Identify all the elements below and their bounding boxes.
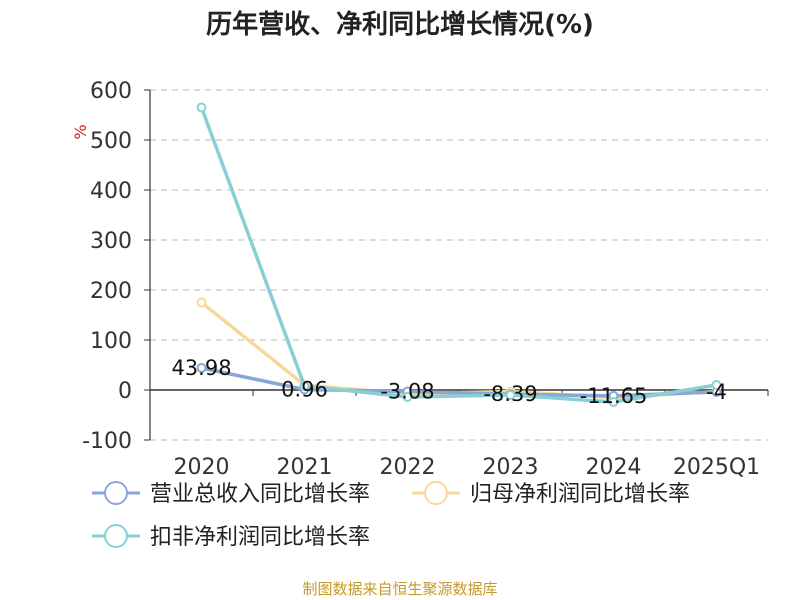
- y-tick-label: 600: [90, 79, 132, 104]
- data-label: -11.65: [580, 384, 648, 408]
- data-point: [196, 363, 207, 374]
- axes: 600 500 400 300 200 100 0 -100% 2020 2021 2022 2023…: [71, 79, 769, 480]
- legend-label: 归母净利润同比增长率: [470, 482, 690, 507]
- legend-item[interactable]: 营业总收入同比增长率: [92, 481, 370, 507]
- chart-title: 历年营收、净利同比增长情况(%): [206, 10, 594, 40]
- data-point: [608, 397, 619, 407]
- data-label: -8.39: [483, 382, 537, 406]
- x-tick-label: 2025Q1: [673, 455, 760, 480]
- y-tick-label: 300: [90, 229, 132, 254]
- legend-label: 营业总收入同比增长率: [150, 482, 370, 507]
- data-label: -3.08: [380, 380, 434, 404]
- x-tick-label: 2023: [483, 455, 539, 480]
- x-tick-label: 2020: [174, 455, 230, 480]
- y-tick-label: 100: [90, 329, 132, 354]
- legend-item[interactable]: 归母净利润同比增长率: [412, 481, 690, 507]
- data-labels: 43.98 0.96 -3.08 -8.39 -11.65 -4: [171, 356, 727, 408]
- data-point: [505, 390, 516, 400]
- x-tick-label: 2024: [586, 455, 642, 480]
- y-tick-label: 400: [90, 179, 132, 204]
- x-tick-label: 2021: [277, 455, 333, 480]
- y-tick-label: 500: [90, 129, 132, 154]
- y-tick-label: -100: [82, 429, 132, 454]
- data-point: [196, 102, 207, 113]
- series-lines: [196, 102, 722, 407]
- legend-swatch-marker: [104, 481, 128, 505]
- legend-swatch-marker: [104, 524, 128, 548]
- y-axis-label: %: [71, 124, 90, 139]
- series-line: [199, 106, 717, 404]
- source-note: 制图数据来自恒生聚源数据库: [302, 580, 498, 598]
- legend-item[interactable]: 扣非净利润同比增长率: [92, 524, 370, 550]
- data-label: 0.96: [281, 378, 328, 402]
- grid-lines: [150, 89, 768, 441]
- data-point: [711, 380, 722, 390]
- data-label: -4: [706, 380, 727, 404]
- y-tick-label: 0: [118, 379, 132, 404]
- data-point: [402, 392, 413, 402]
- series-line: [201, 366, 717, 398]
- x-tick-label: 2022: [380, 455, 436, 480]
- legend-label: 扣非净利润同比增长率: [150, 525, 370, 550]
- data-point: [196, 297, 207, 308]
- legend-swatch-marker: [424, 481, 448, 505]
- data-label: 43.98: [171, 356, 231, 380]
- y-tick-label: 200: [90, 279, 132, 304]
- data-point: [299, 381, 310, 391]
